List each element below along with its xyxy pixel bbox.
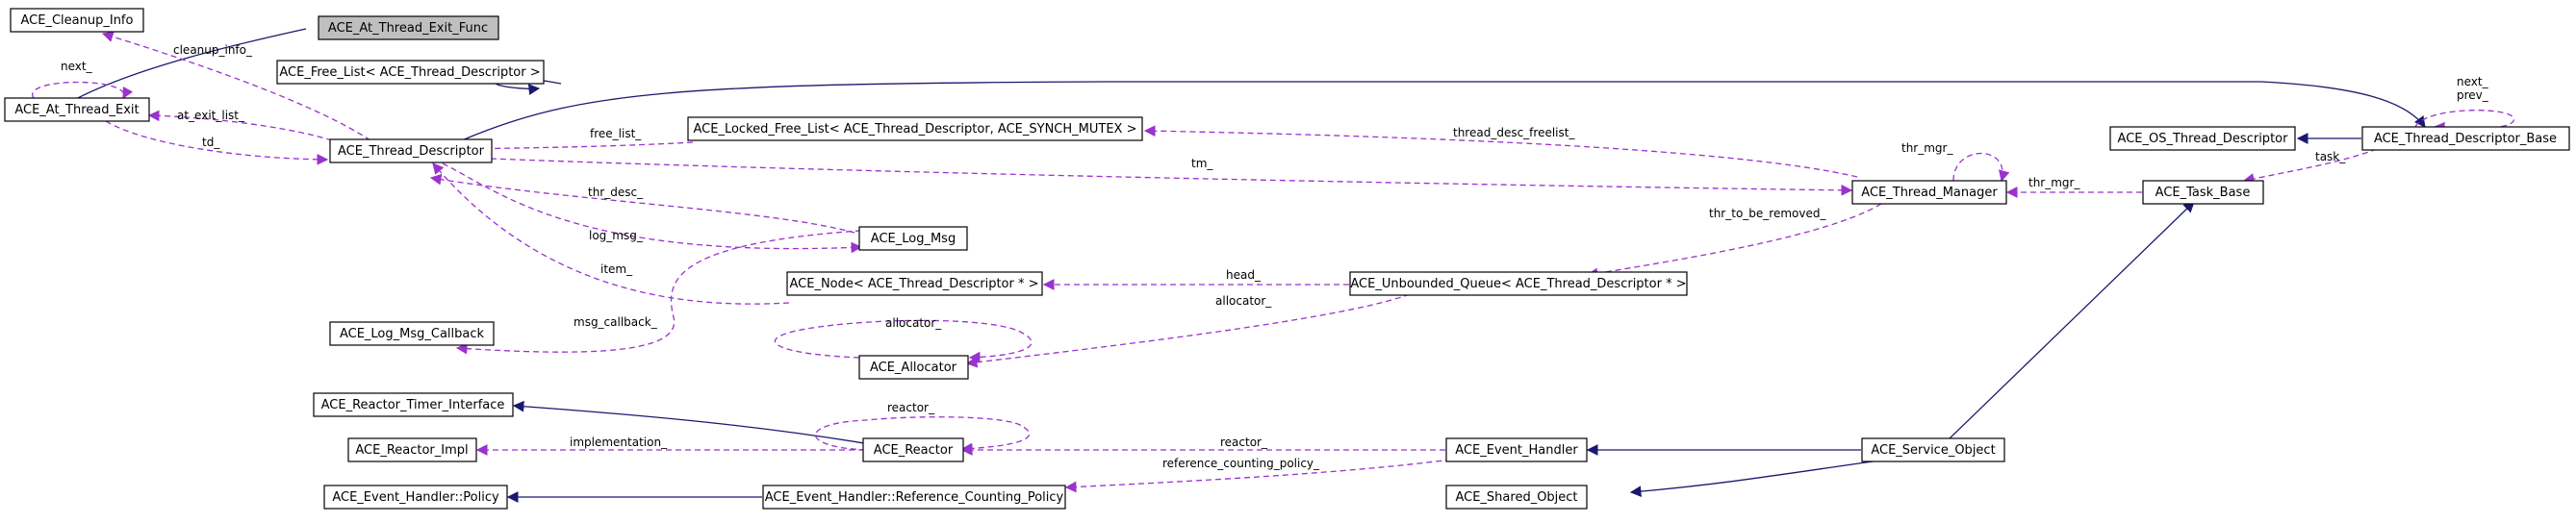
- node-label: ACE_Shared_Object: [1455, 490, 1577, 505]
- edge-tm: [490, 158, 1853, 196]
- node-label: ACE_Reactor_Timer_Interface: [321, 398, 505, 412]
- node-label: ACE_Free_List< ACE_Thread_Descriptor >: [279, 65, 540, 80]
- edge-label-thr-mgr-self: thr_mgr_: [1901, 141, 1953, 155]
- node-at-thread-exit-func[interactable]: ACE_At_Thread_Exit_Func: [318, 15, 499, 40]
- edge-label-next: next_: [61, 60, 93, 73]
- edge-task: [2242, 148, 2378, 185]
- edge-label-allocator-self: allocator_: [885, 316, 942, 330]
- edge-label-thr-desc: thr_desc_: [588, 186, 644, 199]
- node-label: ACE_Locked_Free_List< ACE_Thread_Descrip…: [694, 122, 1137, 137]
- node-label: ACE_Event_Handler: [1455, 443, 1578, 458]
- edge-label-reference-counting-policy: reference_counting_policy_: [1162, 457, 1320, 470]
- node-label: ACE_Allocator: [870, 361, 957, 375]
- node-label: ACE_Reactor_Impl: [355, 443, 468, 458]
- node-event-handler-policy[interactable]: ACE_Event_Handler::Policy: [323, 485, 508, 510]
- node-cleanup-info[interactable]: ACE_Cleanup_Info: [10, 8, 144, 33]
- node-ace-node[interactable]: ACE_Node< ACE_Thread_Descriptor * >: [786, 271, 1043, 296]
- node-task-base[interactable]: ACE_Task_Base: [2142, 180, 2264, 205]
- edge-label-next-prev-next: next_: [2457, 75, 2489, 88]
- node-locked-free-list[interactable]: ACE_Locked_Free_List< ACE_Thread_Descrip…: [687, 116, 1143, 141]
- node-thread-descriptor-base[interactable]: ACE_Thread_Descriptor_Base: [2361, 126, 2570, 151]
- edge-label-task: task_: [2315, 150, 2346, 163]
- node-label: ACE_Cleanup_Info: [21, 13, 134, 28]
- edge-label-reactor-eh: reactor_: [1220, 436, 1268, 449]
- node-label: ACE_Unbounded_Queue< ACE_Thread_Descript…: [1350, 277, 1686, 291]
- edge-thread-desc-freelist: [1143, 125, 1858, 178]
- edge-label-thread-desc-freelist: thread_desc_freelist_: [1453, 126, 1575, 139]
- node-label: ACE_At_Thread_Exit_Func: [328, 21, 488, 36]
- edge-reactor-self: [815, 416, 1031, 455]
- edge-service-object-inherits-shared-object: [1629, 459, 1887, 497]
- edge-label-head: head_: [1226, 268, 1262, 282]
- node-allocator[interactable]: ACE_Allocator: [858, 355, 969, 380]
- edge-allocator-self: [774, 319, 1033, 363]
- node-service-object[interactable]: ACE_Service_Object: [1861, 437, 2005, 462]
- edge-cleanup-info: [101, 31, 371, 141]
- node-log-msg-callback[interactable]: ACE_Log_Msg_Callback: [329, 321, 495, 346]
- node-label: ACE_Thread_Manager: [1861, 186, 1998, 200]
- node-label: ACE_Reactor: [874, 443, 954, 458]
- edge-label-td: td_: [202, 136, 220, 149]
- node-label: ACE_Event_Handler::Reference_Counting_Po…: [765, 490, 1064, 505]
- edge-reactor-inherits-timer-interface: [512, 400, 865, 444]
- node-thread-descriptor[interactable]: ACE_Thread_Descriptor: [329, 138, 493, 163]
- edge-next-self: [32, 81, 134, 100]
- edge-label-thr-mgr-task: thr_mgr_: [2028, 176, 2080, 189]
- edge-label-at-exit-list: at_exit_list_: [177, 109, 245, 122]
- edge-msg-callback: [455, 228, 891, 355]
- edge-thr-mgr-self: [1952, 152, 2010, 183]
- edge-label-implementation: implementation_: [570, 436, 668, 449]
- edge-label-log-msg: log_msg_: [589, 229, 644, 242]
- node-thread-manager[interactable]: ACE_Thread_Manager: [1851, 180, 2007, 205]
- edge-label-free-list: free_list_: [590, 127, 642, 140]
- edge-service-object-inherits-task-base: [1947, 201, 2195, 441]
- edge-at-thread-exit-func-inherits: [60, 28, 307, 112]
- edge-label-tm: tm_: [1191, 157, 1213, 170]
- node-event-handler[interactable]: ACE_Event_Handler: [1445, 437, 1588, 462]
- node-reactor-impl[interactable]: ACE_Reactor_Impl: [347, 437, 477, 462]
- node-label: ACE_At_Thread_Exit: [14, 103, 139, 117]
- node-label: ACE_Log_Msg: [871, 232, 956, 246]
- edge-label-msg-callback: msg_callback_: [574, 315, 658, 329]
- node-reactor[interactable]: ACE_Reactor: [862, 437, 964, 462]
- edge-thread-descriptor-inherits: [461, 81, 2426, 141]
- node-free-list[interactable]: ACE_Free_List< ACE_Thread_Descriptor >: [276, 60, 545, 85]
- node-label: ACE_Task_Base: [2155, 186, 2251, 200]
- node-unbounded-queue[interactable]: ACE_Unbounded_Queue< ACE_Thread_Descript…: [1349, 271, 1688, 296]
- edge-thr-desc: [429, 173, 855, 234]
- node-label: ACE_Event_Handler::Policy: [332, 490, 499, 505]
- node-shared-object[interactable]: ACE_Shared_Object: [1445, 485, 1588, 510]
- edge-label-next-prev-prev: prev_: [2457, 88, 2489, 102]
- node-label: ACE_OS_Thread_Descriptor: [2118, 132, 2289, 146]
- edge-reference-counting-policy: [1064, 459, 1452, 493]
- node-label: ACE_Log_Msg_Callback: [340, 327, 485, 341]
- node-log-msg[interactable]: ACE_Log_Msg: [858, 226, 968, 251]
- edge-td: [105, 120, 329, 165]
- node-reference-counting-policy[interactable]: ACE_Event_Handler::Reference_Counting_Po…: [762, 485, 1066, 510]
- edge-log-msg: [442, 162, 863, 254]
- node-label: ACE_Node< ACE_Thread_Descriptor * >: [789, 277, 1038, 291]
- edge-label-cleanup-info: cleanup_info_: [173, 43, 253, 57]
- edge-thr-to-be-removed: [1586, 203, 1882, 280]
- edge-label-item: item_: [600, 262, 633, 276]
- edge-label-allocator-queue: allocator_: [1215, 294, 1272, 308]
- edge-item: [432, 162, 790, 305]
- edge-label-thr-to-be-removed: thr_to_be_removed_: [1709, 207, 1826, 220]
- edge-label-reactor-self: reactor_: [887, 401, 935, 414]
- edge-next-prev: [2414, 110, 2514, 134]
- node-label: ACE_Thread_Descriptor: [338, 144, 485, 159]
- edge-allocator-queue: [965, 293, 1411, 368]
- node-reactor-timer-interface[interactable]: ACE_Reactor_Timer_Interface: [313, 392, 514, 417]
- node-label: ACE_Thread_Descriptor_Base: [2374, 132, 2557, 146]
- node-os-thread-descriptor[interactable]: ACE_OS_Thread_Descriptor: [2109, 126, 2296, 151]
- node-at-thread-exit[interactable]: ACE_At_Thread_Exit: [4, 97, 150, 122]
- node-label: ACE_Service_Object: [1871, 443, 1995, 458]
